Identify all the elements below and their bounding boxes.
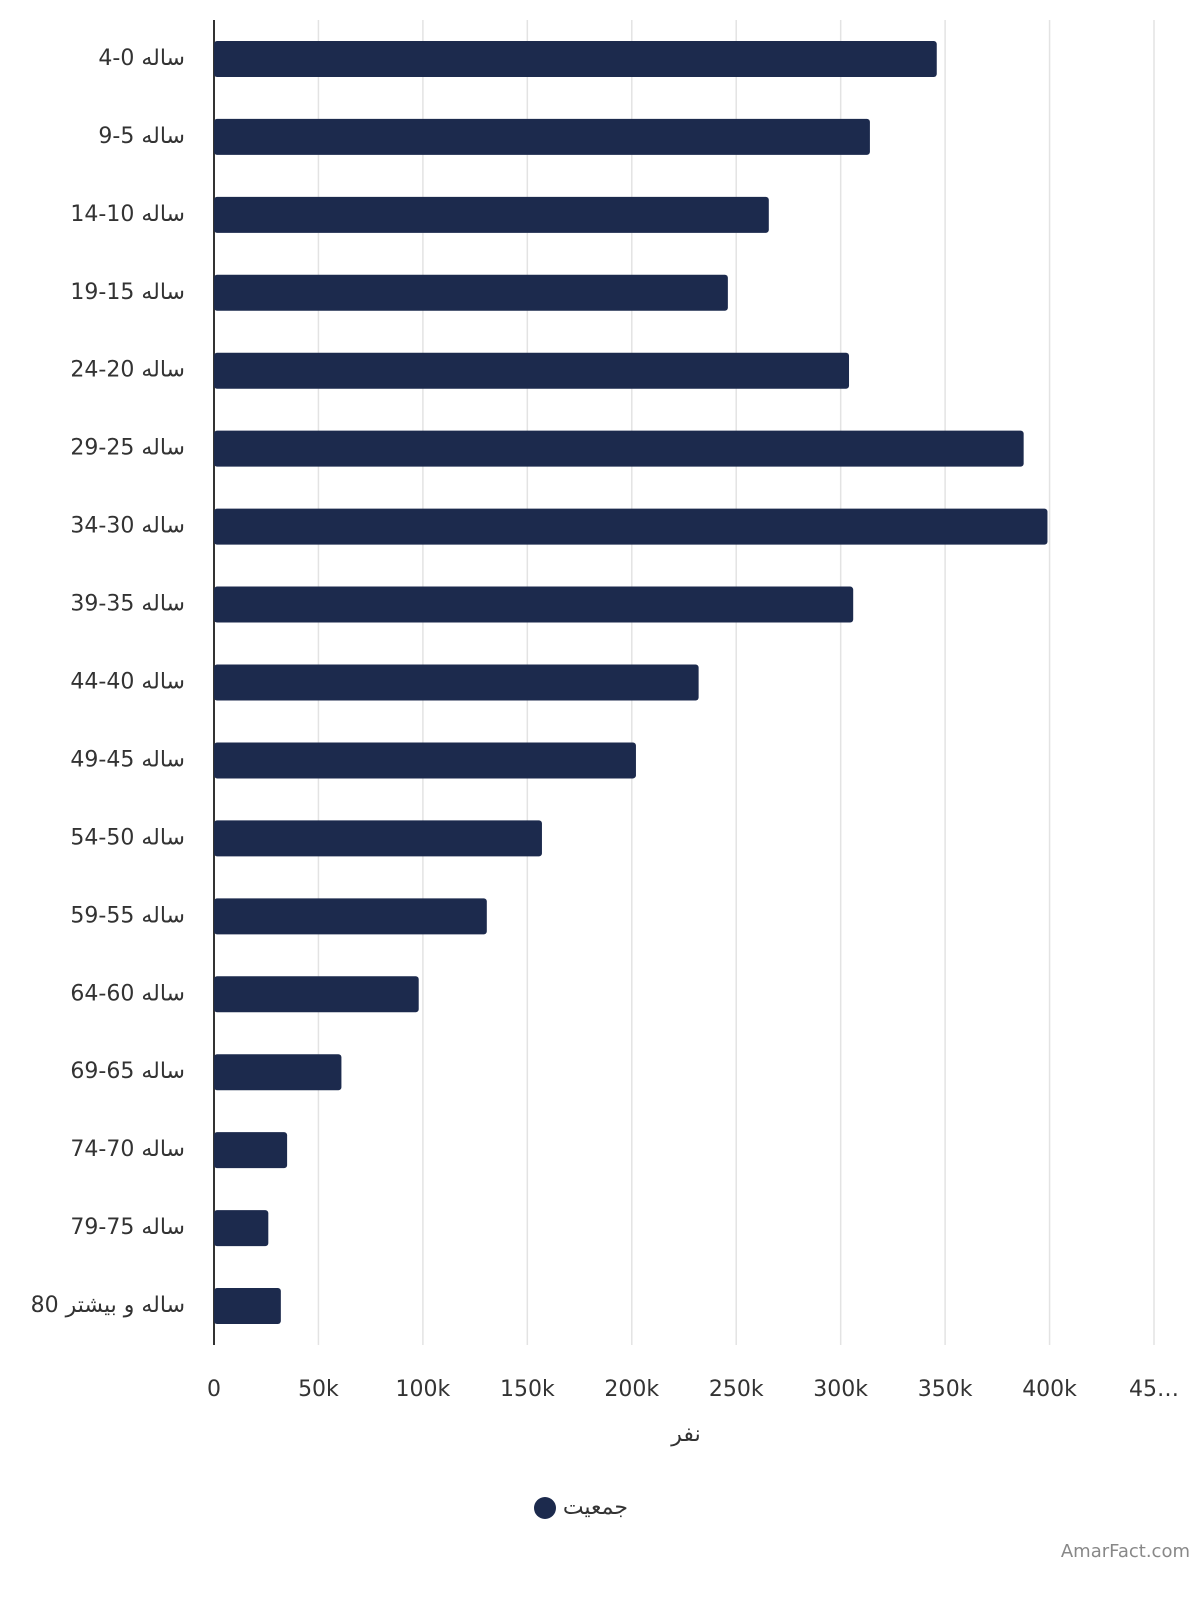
x-tick-label: 50k	[298, 1377, 339, 1402]
bar	[214, 1288, 281, 1325]
x-tick-label: 200k	[604, 1377, 659, 1402]
x-tick-label: 300k	[813, 1377, 868, 1402]
bar	[214, 118, 870, 155]
bar	[214, 1054, 342, 1091]
x-tick-label: 350k	[918, 1377, 973, 1402]
y-tick-label: ساله 10-14	[70, 202, 185, 227]
legend-label: جمعیت	[563, 1495, 628, 1520]
y-tick-label: ساله 65-69	[70, 1059, 185, 1084]
bar	[214, 664, 699, 701]
bar	[214, 40, 937, 77]
bar	[214, 430, 1024, 467]
y-tick-label: ساله 15-19	[70, 280, 185, 305]
y-tick-label: ساله 40-44	[70, 670, 185, 695]
bar	[214, 976, 419, 1013]
bar	[214, 274, 728, 311]
bar	[214, 742, 636, 779]
x-tick-label: 250k	[709, 1377, 764, 1402]
x-tick-label: 0	[207, 1377, 221, 1402]
bar	[214, 1132, 288, 1169]
y-tick-label: ساله 60-64	[70, 981, 185, 1006]
y-tick-label: ساله 20-24	[70, 358, 185, 383]
y-tick-label: ساله و بیشتر 80	[31, 1293, 185, 1318]
y-tick-label: ساله 5-9	[98, 124, 185, 149]
y-tick-label: ساله 55-59	[70, 903, 185, 928]
bar	[214, 898, 487, 935]
watermark: AmarFact.com	[1061, 1541, 1190, 1562]
bar	[214, 820, 542, 857]
y-tick-label: ساله 30-34	[70, 514, 185, 539]
x-tick-label: 150k	[500, 1377, 555, 1402]
bar	[214, 352, 850, 389]
x-tick-label: 100k	[396, 1377, 451, 1402]
x-tick-label: 400k	[1022, 1377, 1077, 1402]
y-tick-label: ساله 35-39	[70, 592, 185, 617]
y-tick-label: ساله 50-54	[70, 825, 185, 850]
x-axis-label: نفر	[670, 1422, 700, 1447]
bar	[214, 196, 769, 233]
y-tick-label: ساله 70-74	[70, 1137, 185, 1162]
y-tick-label: ساله 25-29	[70, 436, 185, 461]
y-tick-label: ساله 45-49	[70, 747, 185, 772]
legend-marker	[534, 1497, 556, 1519]
x-tick-label: 45…	[1129, 1377, 1179, 1402]
y-tick-label: ساله 75-79	[70, 1215, 185, 1240]
y-tick-label: ساله 0-4	[98, 46, 185, 71]
bar	[214, 508, 1048, 545]
bar	[214, 586, 854, 623]
bar	[214, 1210, 269, 1247]
